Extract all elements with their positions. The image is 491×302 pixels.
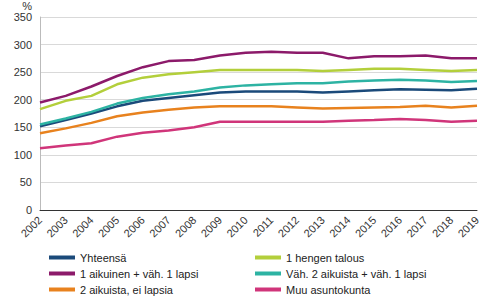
svg-text:350: 350: [14, 11, 32, 23]
svg-text:2006: 2006: [121, 214, 147, 240]
svg-text:2012: 2012: [276, 214, 302, 240]
svg-text:2010: 2010: [224, 214, 250, 240]
svg-text:200: 200: [14, 94, 32, 106]
svg-text:0: 0: [26, 204, 32, 216]
svg-text:2007: 2007: [147, 214, 173, 240]
svg-text:2015: 2015: [353, 214, 379, 240]
svg-text:2014: 2014: [327, 214, 353, 240]
svg-text:2019: 2019: [455, 214, 481, 240]
svg-text:2008: 2008: [173, 214, 199, 240]
svg-text:2009: 2009: [198, 214, 224, 240]
svg-text:2011: 2011: [250, 214, 275, 239]
svg-text:2 aikuista, ei lapsia: 2 aikuista, ei lapsia: [80, 284, 174, 296]
svg-text:2002: 2002: [18, 214, 44, 240]
svg-text:2005: 2005: [96, 214, 122, 240]
svg-text:Muu asuntokunta: Muu asuntokunta: [286, 284, 371, 296]
svg-text:250: 250: [14, 66, 32, 78]
svg-text:2004: 2004: [70, 214, 96, 240]
svg-text:1 aikuinen + väh. 1 lapsi: 1 aikuinen + väh. 1 lapsi: [80, 268, 198, 280]
svg-text:2003: 2003: [44, 214, 70, 240]
svg-text:2018: 2018: [430, 214, 456, 240]
svg-text:Yhteensä: Yhteensä: [80, 252, 127, 264]
svg-text:2017: 2017: [404, 214, 430, 240]
svg-text:2016: 2016: [378, 214, 404, 240]
svg-text:%: %: [22, 0, 32, 12]
svg-text:300: 300: [14, 39, 32, 51]
svg-text:Väh. 2 aikuista + väh. 1 lapsi: Väh. 2 aikuista + väh. 1 lapsi: [286, 268, 426, 280]
svg-text:1 hengen talous: 1 hengen talous: [286, 252, 365, 264]
svg-text:100: 100: [14, 149, 32, 161]
svg-text:2013: 2013: [301, 214, 327, 240]
svg-text:50: 50: [20, 176, 32, 188]
svg-text:150: 150: [14, 121, 32, 133]
